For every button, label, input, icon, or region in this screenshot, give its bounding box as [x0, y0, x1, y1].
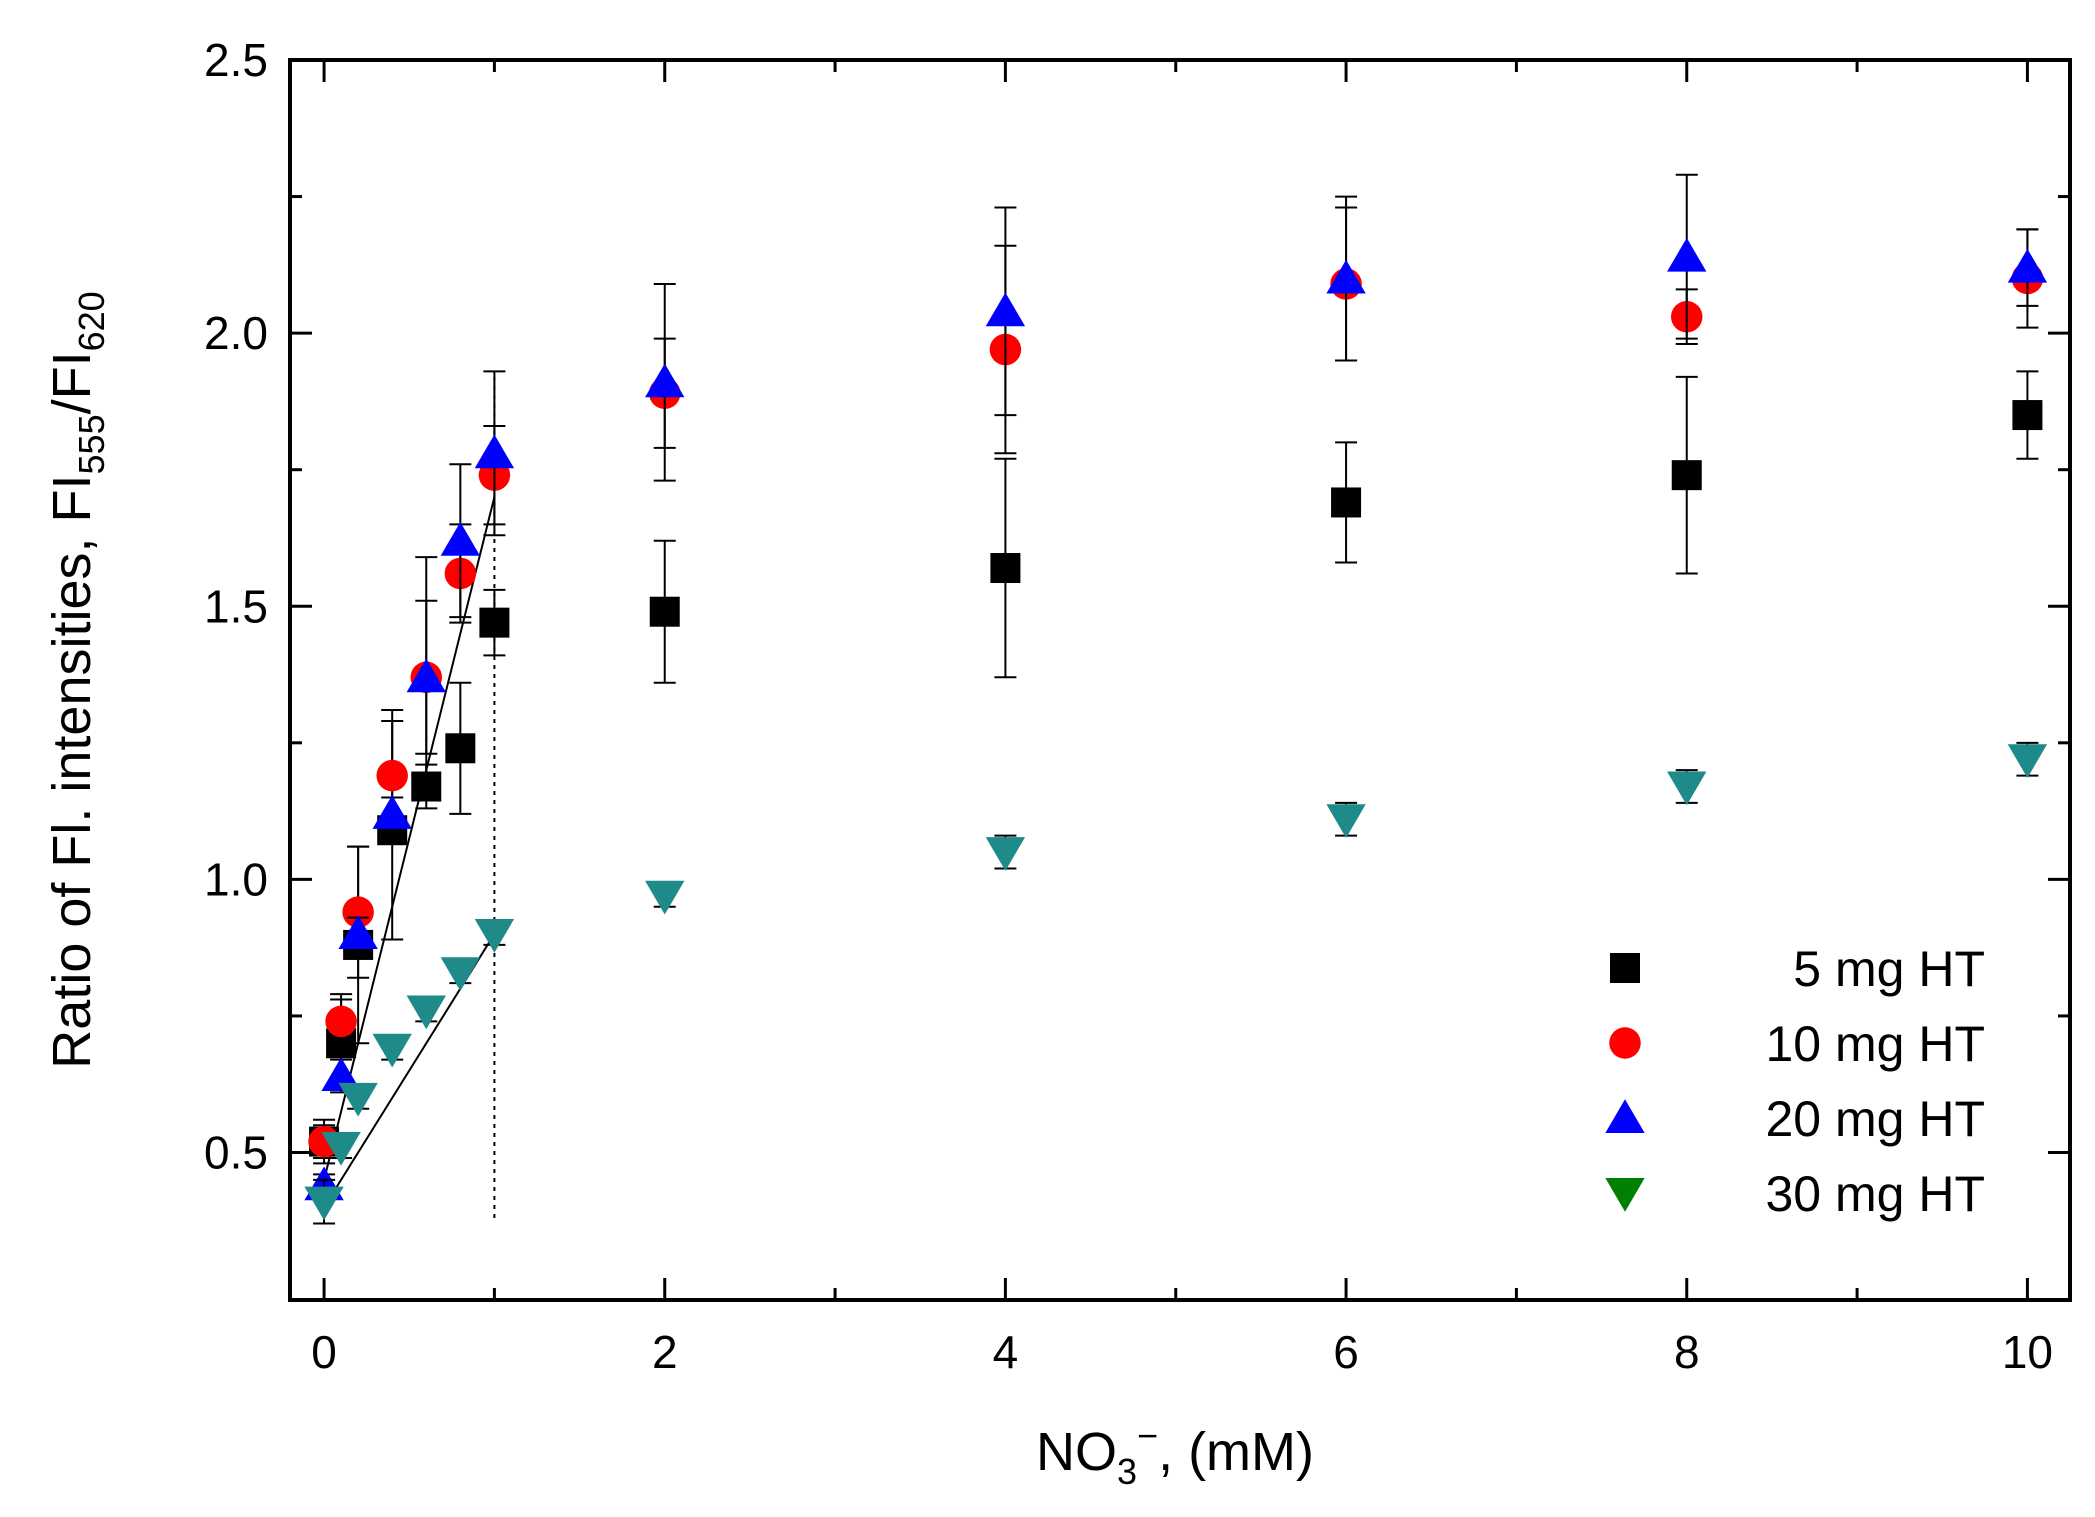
y-axis-title-subscript2: 620 [71, 291, 112, 351]
data-point [474, 434, 515, 469]
data-point [1326, 804, 1366, 839]
x-tick-label: 4 [993, 1326, 1019, 1378]
axes: 0 2 4 6 8 10 0.5 1.0 1.5 2.0 2.5 [204, 34, 2070, 1378]
data-point [1667, 237, 1707, 272]
legend-marker [1610, 953, 1640, 983]
x-tick-label: 0 [311, 1326, 337, 1378]
legend-item: 10 mg HT [1609, 1016, 1985, 1072]
legend-marker [1605, 1099, 1645, 1133]
legend-marker [1609, 1027, 1641, 1059]
legend-label: 10 mg HT [1765, 1016, 1985, 1072]
data-point [2012, 400, 2043, 431]
x-axis-title: NO3−, (mM) [1036, 1415, 1314, 1492]
y-axis-title-part1: Ratio of Fl. intensities, FI [42, 474, 102, 1068]
series [304, 741, 2048, 1225]
data-point [440, 521, 481, 556]
data-point [376, 759, 408, 792]
plot-frame [288, 58, 2072, 1302]
data-point [372, 1033, 412, 1068]
legend-item: 30 mg HT [1605, 1166, 1985, 1222]
data-point [440, 957, 481, 991]
data-point [645, 880, 685, 915]
data-series [304, 173, 2048, 1225]
data-point [406, 658, 446, 693]
y-axis-title-subscript1: 555 [71, 414, 112, 474]
x-tick-label: 2 [652, 1326, 678, 1378]
data-point [1326, 259, 1366, 294]
data-point [338, 1082, 378, 1117]
data-point [1667, 771, 1707, 806]
data-point [325, 1005, 357, 1038]
y-tick-label: 2.0 [204, 307, 268, 359]
data-point [321, 1057, 361, 1092]
y-tick-label: 1.5 [204, 580, 268, 632]
data-point [406, 995, 446, 1030]
data-point [990, 553, 1021, 584]
legend-marker [1605, 1178, 1645, 1212]
data-point [321, 1132, 361, 1166]
data-point [338, 915, 378, 950]
data-point [342, 896, 374, 928]
x-axis-title-tail: , (mM) [1158, 1422, 1314, 1482]
y-axis-title: Ratio of Fl. intensities, FI555/FI620 [42, 291, 112, 1068]
series [304, 173, 2048, 1201]
data-point [985, 292, 1026, 327]
y-tick-label: 2.5 [204, 34, 268, 86]
data-point [985, 837, 1026, 871]
data-point [1331, 487, 1362, 518]
x-axis-title-main: NO [1036, 1422, 1117, 1482]
data-point [1671, 460, 1702, 491]
y-tick-label: 1.0 [204, 853, 268, 905]
x-tick-label: 8 [1674, 1326, 1700, 1378]
legend-item: 5 mg HT [1610, 941, 1985, 997]
data-point [445, 733, 476, 764]
data-point [304, 1186, 344, 1221]
data-point [649, 596, 680, 627]
x-axis-title-superscript: − [1137, 1415, 1158, 1456]
legend-label: 30 mg HT [1765, 1166, 1985, 1222]
x-axis-title-subscript: 3 [1117, 1451, 1137, 1492]
legend: 5 mg HT 10 mg HT 20 mg HT 30 mg HT [1605, 941, 1985, 1222]
data-point [474, 919, 515, 953]
x-tick-label: 10 [2002, 1326, 2053, 1378]
data-point [645, 363, 685, 398]
data-point [479, 607, 510, 638]
legend-item: 20 mg HT [1605, 1091, 1985, 1147]
x-tick-label: 6 [1333, 1326, 1359, 1378]
fit-line [323, 496, 496, 1181]
legend-label: 5 mg HT [1793, 941, 1985, 997]
data-point [2007, 248, 2048, 283]
y-axis-title-part2: /FI [42, 351, 102, 414]
data-point [372, 795, 412, 829]
legend-label: 20 mg HT [1765, 1091, 1985, 1147]
y-tick-label: 0.5 [204, 1127, 268, 1179]
data-point [2007, 744, 2048, 778]
